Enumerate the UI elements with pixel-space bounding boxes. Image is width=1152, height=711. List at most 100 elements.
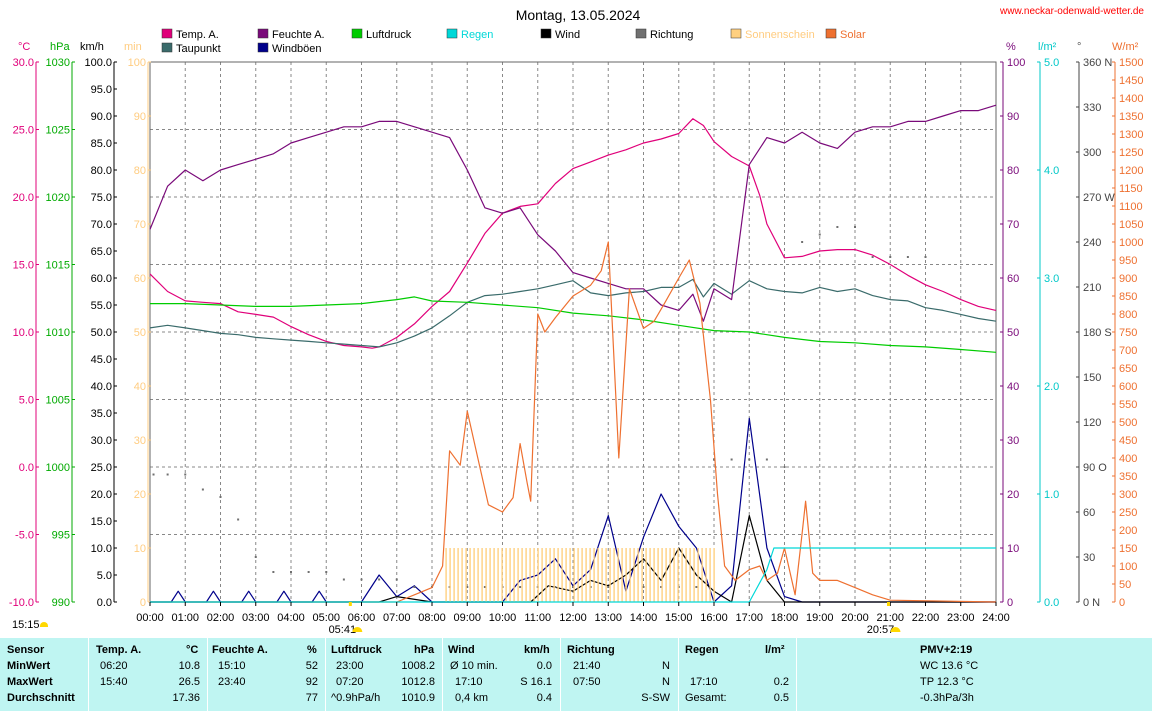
tick-label-wind: 10.0	[91, 543, 112, 555]
tick-label-solar: 900	[1119, 273, 1137, 285]
tick-label-wind: 95.0	[91, 84, 112, 96]
tick-label-temp: -10.0	[9, 597, 34, 609]
tick-label-wind: 15.0	[91, 516, 112, 528]
x-tick-label: 11:00	[524, 612, 551, 624]
tick-label-humidity: 90	[1007, 111, 1019, 123]
tick-label-solar: 300	[1119, 489, 1137, 501]
hum-min-time: 15:10	[218, 660, 246, 672]
current-time: 15:15	[12, 619, 40, 631]
direction-point	[483, 586, 486, 588]
header-humidity: Feuchte A.	[212, 644, 268, 656]
tick-label-sun: 60	[134, 273, 146, 285]
x-tick-label: 03:00	[242, 612, 270, 624]
tick-label-direction: 240	[1083, 237, 1101, 249]
tick-label-solar: 0	[1119, 597, 1125, 609]
legend-swatch	[730, 28, 742, 39]
x-tick-label: 08:00	[418, 612, 446, 624]
x-tick-label: 17:00	[735, 612, 763, 624]
tick-label-rain: 2.0	[1044, 381, 1059, 393]
tick-label-humidity: 60	[1007, 273, 1019, 285]
press-min-time: 23:00	[336, 660, 364, 672]
header-wind-unit: km/h	[524, 644, 550, 656]
legend-swatch	[257, 42, 269, 53]
legend-swatch	[446, 28, 458, 39]
tick-label-wind: 35.0	[91, 408, 112, 420]
x-tick-label: 23:00	[947, 612, 975, 624]
press-max-value: 1012.8	[401, 676, 435, 688]
direction-point	[201, 488, 204, 491]
tick-label-solar: 1050	[1119, 219, 1143, 231]
header-temp: Temp. A.	[96, 644, 142, 656]
press-min-value: 1008.2	[401, 660, 435, 672]
sunset-label: 20:57	[867, 624, 895, 636]
x-tick-label: 09:00	[453, 612, 481, 624]
temp-max-time: 15:40	[100, 676, 128, 688]
separator	[325, 638, 326, 711]
dir-min-value: N	[662, 660, 670, 672]
direction-point	[466, 586, 469, 588]
tick-label-rain: 1.0	[1044, 489, 1059, 501]
legend-label: Richtung	[650, 29, 693, 41]
tick-label-pressure: 990	[52, 597, 70, 609]
separator	[678, 638, 679, 711]
plot-background	[0, 0, 1152, 638]
x-tick-label: 05:00	[312, 612, 340, 624]
tick-label-solar: 150	[1119, 543, 1137, 555]
separator	[560, 638, 561, 711]
tick-label-wind: 85.0	[91, 138, 112, 150]
wind-min-label: Ø 10 min.	[450, 660, 498, 672]
direction-point	[854, 226, 856, 228]
direction-point	[607, 586, 610, 588]
press-trend: ^0.9hPa/h	[331, 692, 381, 704]
axis-unit: km/h	[80, 41, 104, 53]
tick-label-temp: 10.0	[13, 327, 34, 339]
tick-label-solar: 1200	[1119, 165, 1143, 177]
series-line-solar	[150, 241, 997, 603]
direction-point	[924, 256, 927, 258]
x-tick-label: 15:00	[665, 612, 693, 624]
axes: 30.025.020.015.010.05.00.0-5.0-10.010301…	[9, 57, 1144, 609]
hum-max-time: 23:40	[218, 676, 246, 688]
tick-label-pressure: 1000	[46, 462, 70, 474]
current-time-sun-icon	[40, 622, 48, 627]
direction-point	[254, 556, 257, 558]
source-url[interactable]: www.neckar-odenwald-wetter.de	[999, 6, 1144, 17]
direction-point	[413, 586, 416, 588]
pmv-pressure-trend: -0.3hPa/3h	[920, 692, 974, 704]
tick-label-sun: 10	[134, 543, 146, 555]
tick-label-wind: 20.0	[91, 489, 112, 501]
tick-label-pressure: 1030	[46, 57, 70, 69]
header-humidity-unit: %	[307, 644, 317, 656]
tick-label-solar: 400	[1119, 453, 1137, 465]
hum-max-value: 92	[305, 676, 318, 688]
tick-label-sun: 80	[134, 165, 146, 177]
tick-label-wind: 70.0	[91, 219, 112, 231]
tick-label-solar: 950	[1119, 255, 1137, 267]
header-temp-unit: °C	[186, 644, 199, 656]
series-marks	[149, 104, 997, 603]
legend-swatch	[540, 28, 552, 39]
sun-markers: 05:41 20:57	[329, 602, 901, 636]
tick-label-temp: 5.0	[19, 395, 34, 407]
rain-max-value: 0.2	[773, 676, 789, 688]
direction-point	[748, 458, 751, 461]
tick-label-wind: 5.0	[97, 570, 112, 582]
tick-label-wind: 55.0	[91, 300, 112, 312]
legend-swatch	[351, 28, 363, 39]
header-pressure-unit: hPa	[414, 644, 435, 656]
legend-swatch	[825, 28, 837, 39]
x-tick-label: 18:00	[771, 612, 799, 624]
tick-label-direction: 330	[1083, 102, 1101, 114]
tick-label-humidity: 80	[1007, 165, 1019, 177]
rain-total-label: Gesamt:	[685, 692, 727, 704]
direction-point	[730, 458, 733, 461]
rain-total-value: 0.5	[773, 692, 789, 704]
direction-point	[871, 256, 874, 258]
legend-label: Windböen	[272, 43, 322, 55]
tick-label-solar: 1000	[1119, 237, 1143, 249]
tick-label-direction: 120	[1083, 417, 1101, 429]
tick-label-direction: 0 N	[1083, 597, 1100, 609]
dir-min-time: 21:40	[573, 660, 601, 672]
tick-label-solar: 1250	[1119, 147, 1143, 159]
tick-label-solar: 1350	[1119, 111, 1143, 123]
